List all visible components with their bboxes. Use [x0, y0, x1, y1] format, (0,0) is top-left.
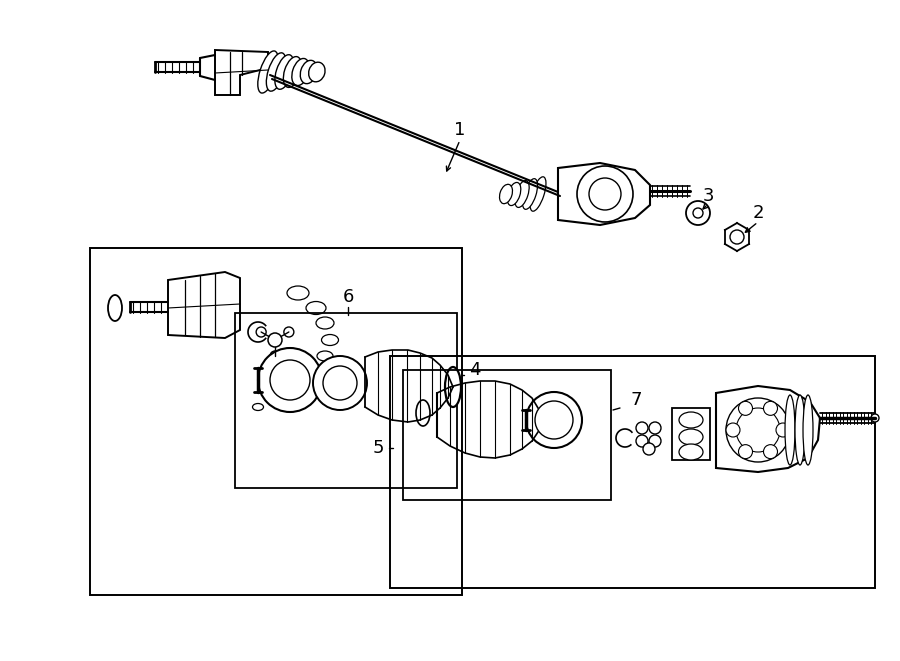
Ellipse shape — [679, 444, 703, 460]
Circle shape — [636, 422, 648, 434]
Ellipse shape — [295, 377, 309, 387]
Polygon shape — [168, 272, 240, 338]
Ellipse shape — [282, 388, 294, 396]
Ellipse shape — [308, 365, 322, 375]
Circle shape — [649, 435, 661, 447]
Circle shape — [763, 445, 778, 459]
Ellipse shape — [785, 395, 795, 465]
Ellipse shape — [321, 334, 338, 346]
Circle shape — [535, 401, 573, 439]
Ellipse shape — [257, 51, 278, 93]
Text: 3: 3 — [702, 187, 714, 205]
Circle shape — [258, 348, 322, 412]
Circle shape — [871, 414, 879, 422]
Polygon shape — [672, 408, 710, 460]
Polygon shape — [215, 50, 268, 95]
Circle shape — [686, 201, 710, 225]
Ellipse shape — [795, 395, 805, 465]
Circle shape — [589, 178, 621, 210]
Ellipse shape — [508, 182, 521, 206]
Ellipse shape — [316, 317, 334, 329]
Ellipse shape — [515, 180, 529, 208]
Ellipse shape — [266, 53, 286, 91]
Ellipse shape — [317, 351, 333, 361]
Ellipse shape — [301, 60, 317, 84]
Text: 1: 1 — [454, 121, 465, 139]
Circle shape — [284, 327, 294, 337]
Circle shape — [776, 423, 790, 437]
Circle shape — [649, 422, 661, 434]
Circle shape — [268, 333, 282, 347]
Polygon shape — [558, 163, 650, 225]
Text: 2: 2 — [752, 204, 764, 222]
Bar — [90, 248, 462, 595]
Text: 5: 5 — [373, 439, 383, 457]
Circle shape — [739, 445, 752, 459]
Circle shape — [739, 401, 752, 415]
Circle shape — [736, 408, 780, 452]
Bar — [390, 356, 875, 588]
Circle shape — [577, 166, 633, 222]
Ellipse shape — [522, 178, 537, 210]
Ellipse shape — [803, 395, 813, 465]
Circle shape — [693, 208, 703, 218]
Text: 7: 7 — [630, 391, 642, 409]
Circle shape — [256, 327, 266, 337]
Ellipse shape — [679, 412, 703, 428]
Text: 4: 4 — [469, 361, 481, 379]
Circle shape — [763, 401, 778, 415]
Text: 6: 6 — [342, 288, 354, 306]
Ellipse shape — [309, 62, 325, 82]
Ellipse shape — [306, 301, 326, 315]
Ellipse shape — [274, 55, 293, 89]
Circle shape — [313, 356, 367, 410]
Ellipse shape — [284, 57, 302, 87]
Circle shape — [323, 366, 357, 400]
Ellipse shape — [416, 400, 430, 426]
Ellipse shape — [679, 429, 703, 445]
Circle shape — [270, 360, 310, 400]
Ellipse shape — [500, 184, 512, 204]
Ellipse shape — [108, 295, 122, 321]
Circle shape — [643, 443, 655, 455]
Ellipse shape — [287, 286, 309, 300]
Ellipse shape — [266, 396, 278, 404]
Ellipse shape — [530, 176, 546, 212]
Circle shape — [726, 398, 790, 462]
Ellipse shape — [253, 403, 264, 410]
Ellipse shape — [445, 367, 461, 407]
Circle shape — [526, 392, 582, 448]
Circle shape — [726, 423, 740, 437]
Bar — [235, 313, 457, 488]
Circle shape — [636, 435, 648, 447]
Ellipse shape — [292, 58, 310, 85]
Bar — [403, 370, 611, 500]
Circle shape — [730, 230, 744, 244]
Circle shape — [270, 351, 280, 361]
Polygon shape — [716, 386, 820, 472]
